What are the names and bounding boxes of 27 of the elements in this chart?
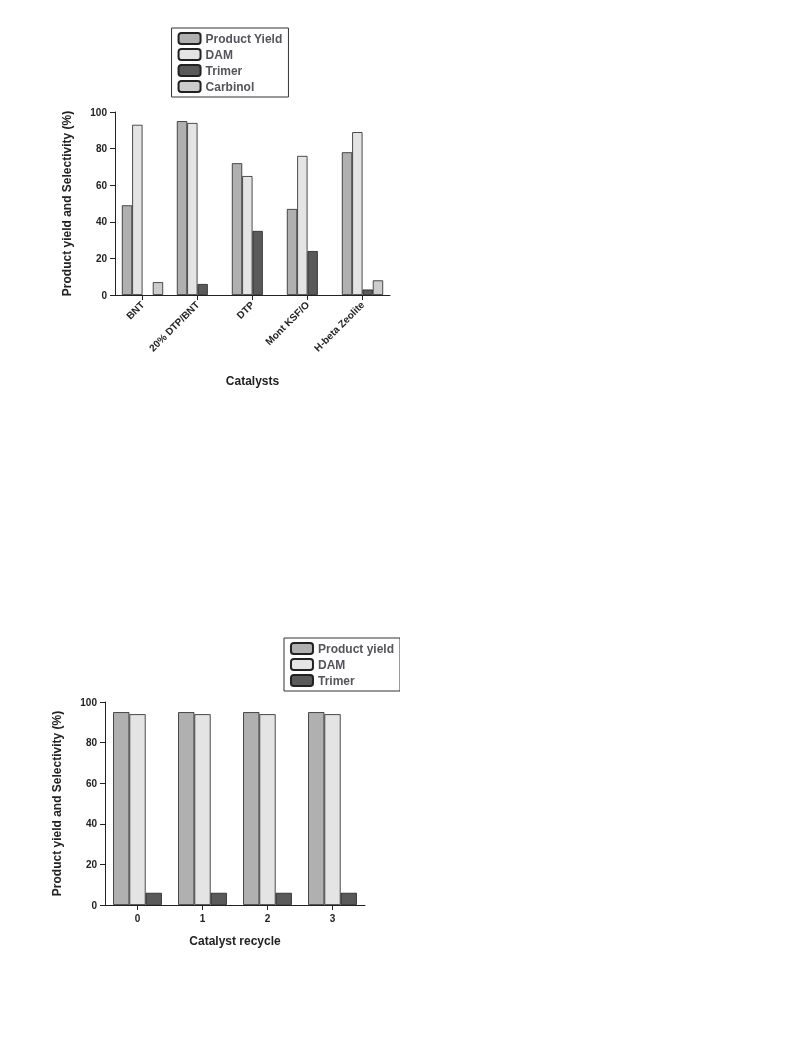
y-tick-label: 40 bbox=[85, 818, 98, 830]
y-tick-label: 100 bbox=[80, 696, 98, 708]
legend-label: DAM bbox=[317, 657, 346, 672]
legend-label: Product Yield bbox=[205, 31, 283, 46]
x-axis-title: Catalyst recycle bbox=[189, 934, 282, 948]
legend-label: Trimer bbox=[317, 673, 355, 688]
y-axis-title: Product yield and Selectivity (%) bbox=[60, 110, 74, 297]
y-tick-label: 40 bbox=[95, 216, 108, 228]
x-tick-label: 0 bbox=[134, 912, 141, 924]
y-tick-label: 60 bbox=[85, 777, 98, 789]
x-tick-label: 2 bbox=[264, 912, 271, 924]
y-tick-label: 60 bbox=[95, 179, 108, 191]
legend-label: Trimer bbox=[205, 63, 243, 78]
y-tick-label: 20 bbox=[95, 252, 108, 264]
y-tick-label: 0 bbox=[91, 899, 98, 911]
y-tick-label: 20 bbox=[85, 858, 98, 870]
x-tick-label: 3 bbox=[329, 912, 336, 924]
y-tick-label: 80 bbox=[85, 737, 98, 749]
legend-label: Product yield bbox=[317, 641, 394, 656]
legend-label: DAM bbox=[205, 47, 233, 62]
x-axis-title: Catalysts bbox=[225, 374, 280, 388]
y-tick-label: 0 bbox=[101, 289, 108, 301]
x-tick-label: 1 bbox=[199, 912, 206, 924]
y-tick-label: 80 bbox=[95, 143, 108, 155]
y-axis-title: Product yield and Selectivity (%) bbox=[50, 710, 64, 897]
legend-label: Carbinol bbox=[205, 79, 255, 94]
y-tick-label: 100 bbox=[90, 106, 108, 118]
